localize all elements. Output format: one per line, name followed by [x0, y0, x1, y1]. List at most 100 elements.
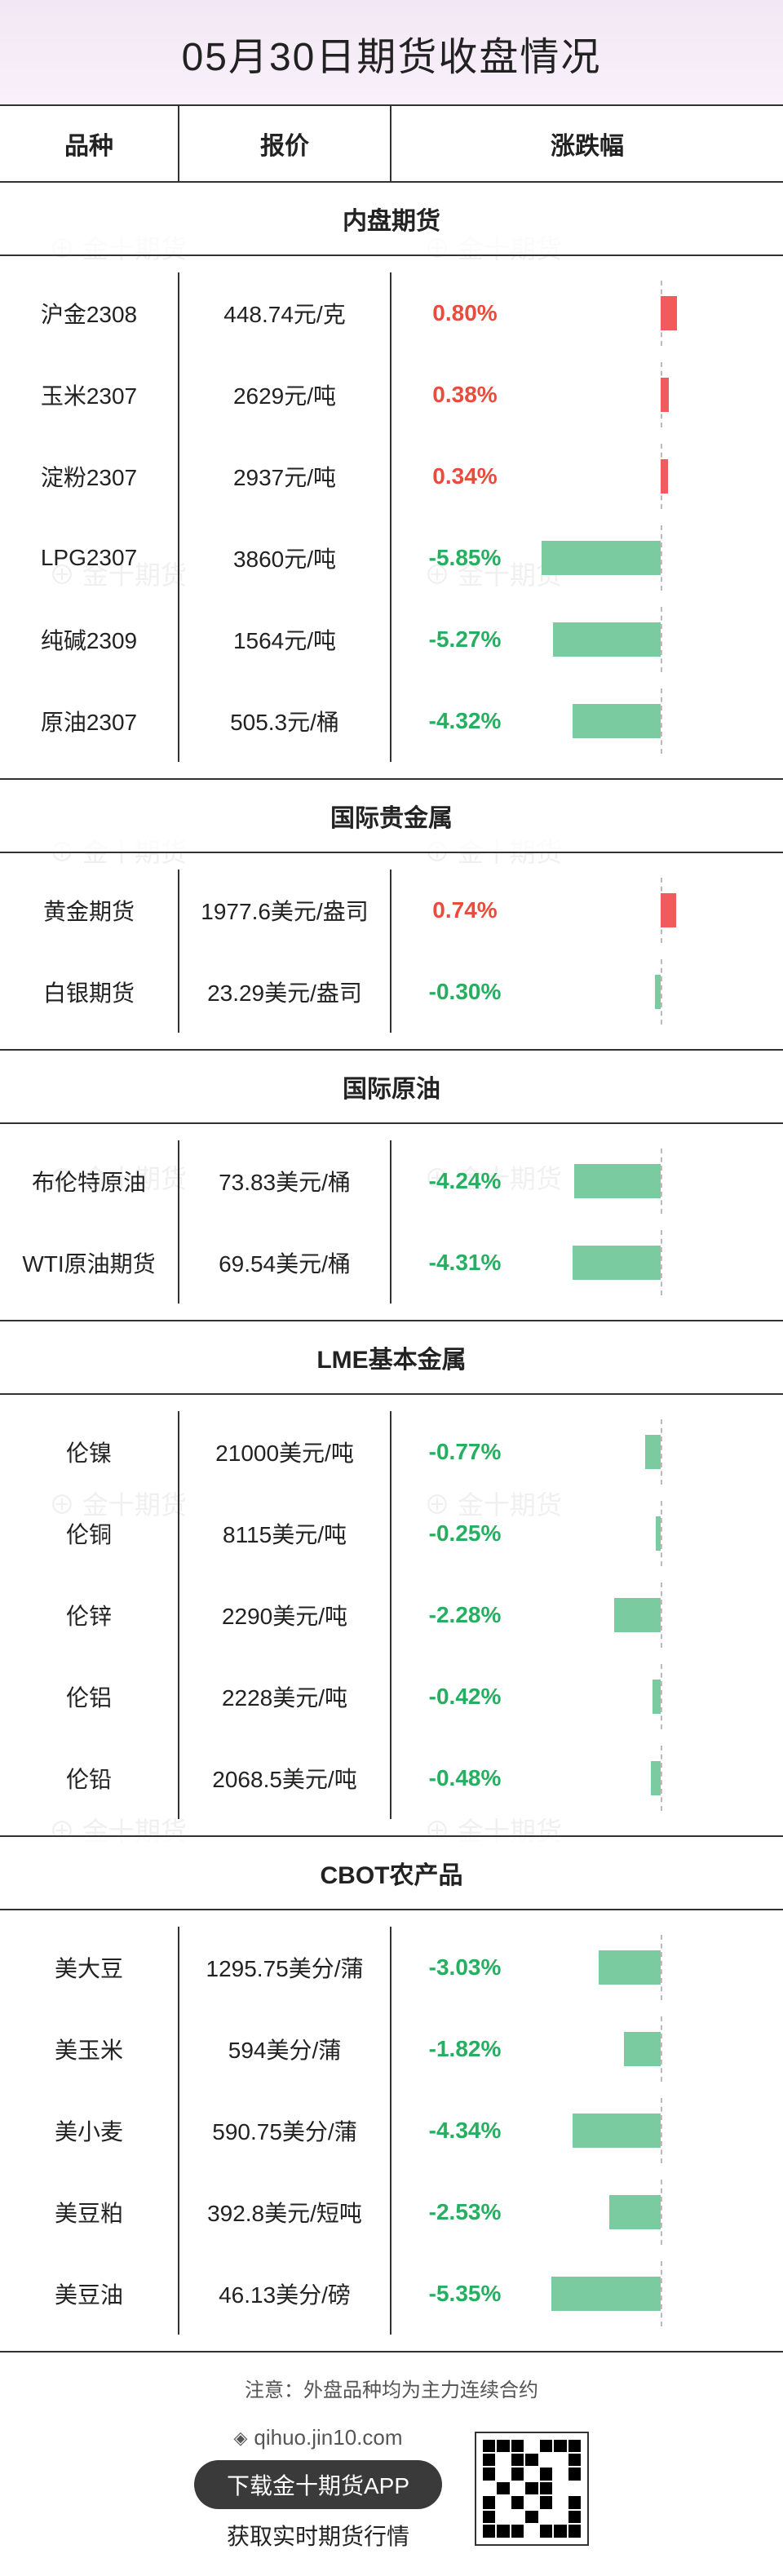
table-row: 淀粉23072937元/吨0.34% [0, 436, 783, 517]
cell-change-pct: -0.30% [392, 951, 538, 1033]
bar-axis [661, 1935, 662, 2000]
report-title: 05月30日期货收盘情况 [16, 24, 767, 82]
cell-instrument-name: 黄金期货 [0, 870, 179, 951]
table-row: 美豆油46.13美分/磅-5.35% [0, 2253, 783, 2335]
cell-change-pct: -5.85% [392, 517, 538, 599]
footer-note: 注意：外盘品种均为主力连续合约 [0, 2352, 783, 2417]
bar-axis [661, 1582, 662, 1648]
footer-url: qihuo.jin10.com [233, 2425, 402, 2450]
change-bar [661, 893, 676, 927]
footer-subtitle: 获取实时期货行情 [227, 2519, 409, 2552]
cell-bar-chart [538, 2090, 783, 2171]
cell-change-pct: -1.82% [392, 2008, 538, 2090]
col-header-name: 品种 [0, 106, 179, 181]
cell-instrument-name: 玉米2307 [0, 354, 179, 436]
cell-bar-chart [538, 599, 783, 680]
cell-price: 594美分/蒲 [179, 2008, 392, 2090]
cell-change-pct: -2.53% [392, 2171, 538, 2253]
section-block: 黄金期货1977.6美元/盎司0.74%白银期货23.29美元/盎司-0.30% [0, 853, 783, 1051]
cell-change-pct: -0.77% [392, 1411, 538, 1493]
table-row: 美豆粕392.8美元/短吨-2.53% [0, 2171, 783, 2253]
change-bar [573, 2113, 661, 2148]
table-row: WTI原油期货69.54美元/桶-4.31% [0, 1222, 783, 1303]
cell-instrument-name: 美玉米 [0, 2008, 179, 2090]
table-row: 美小麦590.75美分/蒲-4.34% [0, 2090, 783, 2171]
change-bar [661, 459, 668, 494]
cell-bar-chart [538, 272, 783, 354]
cell-price: 23.29美元/盎司 [179, 951, 392, 1033]
cell-change-pct: -0.25% [392, 1493, 538, 1574]
cell-price: 392.8美元/短吨 [179, 2171, 392, 2253]
cell-bar-chart [538, 2253, 783, 2335]
cell-price: 46.13美分/磅 [179, 2253, 392, 2335]
cell-bar-chart [538, 680, 783, 762]
cell-change-pct: -4.34% [392, 2090, 538, 2171]
cell-bar-chart [538, 1222, 783, 1303]
section-block: 美大豆1295.75美分/蒲-3.03%美玉米594美分/蒲-1.82%美小麦5… [0, 1910, 783, 2352]
cell-change-pct: -5.27% [392, 599, 538, 680]
cell-price: 21000美元/吨 [179, 1411, 392, 1493]
section-block: 伦镍21000美元/吨-0.77%伦铜8115美元/吨-0.25%伦锌2290美… [0, 1395, 783, 1837]
section-header: 国际贵金属 [0, 780, 783, 853]
bar-axis [661, 1664, 662, 1729]
column-header-row: 品种 报价 涨跌幅 [0, 106, 783, 183]
download-app-button[interactable]: 下载金十期货APP [194, 2460, 442, 2509]
cell-price: 69.54美元/桶 [179, 1222, 392, 1303]
cell-change-pct: 0.34% [392, 436, 538, 517]
cell-bar-chart [538, 354, 783, 436]
change-bar [661, 378, 669, 412]
footer-left: qihuo.jin10.com 下载金十期货APP 获取实时期货行情 [194, 2425, 442, 2552]
table-row: 沪金2308448.74元/克0.80% [0, 272, 783, 354]
bar-axis [661, 2098, 662, 2163]
bar-axis [661, 2261, 662, 2326]
cell-price: 73.83美元/桶 [179, 1140, 392, 1222]
cell-instrument-name: 伦镍 [0, 1411, 179, 1493]
change-bar [542, 541, 661, 575]
cell-price: 8115美元/吨 [179, 1493, 392, 1574]
cell-instrument-name: 伦铝 [0, 1656, 179, 1737]
cell-price: 590.75美分/蒲 [179, 2090, 392, 2171]
table-row: 纯碱23091564元/吨-5.27% [0, 599, 783, 680]
bar-axis [661, 1149, 662, 1214]
cell-change-pct: -4.32% [392, 680, 538, 762]
cell-instrument-name: 伦锌 [0, 1574, 179, 1656]
cell-instrument-name: 纯碱2309 [0, 599, 179, 680]
cell-change-pct: -2.28% [392, 1574, 538, 1656]
cell-instrument-name: 伦铜 [0, 1493, 179, 1574]
change-bar [609, 2195, 661, 2229]
table-row: 伦铜8115美元/吨-0.25% [0, 1493, 783, 1574]
cell-price: 448.74元/克 [179, 272, 392, 354]
sections-container: 内盘期货沪金2308448.74元/克0.80%玉米23072629元/吨0.3… [0, 183, 783, 2352]
section-header: CBOT农产品 [0, 1837, 783, 1910]
table-row: 玉米23072629元/吨0.38% [0, 354, 783, 436]
cell-bar-chart [538, 1574, 783, 1656]
cell-bar-chart [538, 1140, 783, 1222]
change-bar [652, 1680, 661, 1714]
footer-info: qihuo.jin10.com 下载金十期货APP 获取实时期货行情 [0, 2417, 783, 2576]
change-bar [624, 2032, 661, 2066]
change-bar [553, 622, 661, 657]
cell-price: 1977.6美元/盎司 [179, 870, 392, 951]
table-row: 美大豆1295.75美分/蒲-3.03% [0, 1927, 783, 2008]
change-bar [651, 1761, 661, 1795]
report-container: 05月30日期货收盘情况 品种 报价 涨跌幅 内盘期货沪金2308448.74元… [0, 0, 783, 2576]
cell-instrument-name: 淀粉2307 [0, 436, 179, 517]
cell-instrument-name: 沪金2308 [0, 272, 179, 354]
section-header: 内盘期货 [0, 183, 783, 256]
col-header-price: 报价 [179, 106, 392, 181]
cell-bar-chart [538, 436, 783, 517]
cell-instrument-name: 布伦特原油 [0, 1140, 179, 1222]
change-bar [599, 1950, 661, 1985]
table-row: 伦镍21000美元/吨-0.77% [0, 1411, 783, 1493]
bar-axis [661, 2016, 662, 2082]
bar-axis [661, 1230, 662, 1295]
section-header: LME基本金属 [0, 1321, 783, 1395]
cell-price: 3860元/吨 [179, 517, 392, 599]
table-row: 伦锌2290美元/吨-2.28% [0, 1574, 783, 1656]
section-header: 国际原油 [0, 1051, 783, 1124]
cell-price: 505.3元/桶 [179, 680, 392, 762]
cell-instrument-name: 白银期货 [0, 951, 179, 1033]
table-row: LPG23073860元/吨-5.85% [0, 517, 783, 599]
bar-axis [661, 959, 662, 1025]
cell-price: 2068.5美元/吨 [179, 1737, 392, 1819]
